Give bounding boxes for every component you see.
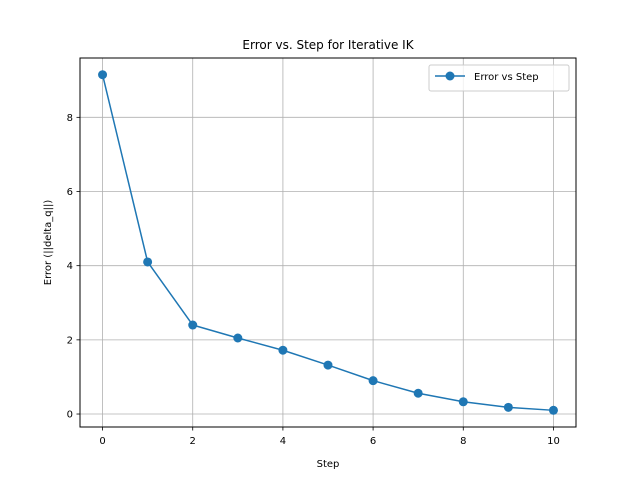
- data-point: [548, 405, 558, 415]
- x-tick-label: 8: [460, 436, 466, 447]
- data-point: [368, 376, 378, 386]
- data-point: [413, 388, 423, 398]
- x-tick-label: 4: [280, 436, 286, 447]
- x-tick-label: 6: [370, 436, 376, 447]
- data-point: [503, 402, 513, 412]
- data-point: [188, 320, 198, 330]
- y-tick-label: 0: [67, 410, 73, 421]
- data-point: [278, 345, 288, 355]
- x-tick-label: 0: [99, 436, 105, 447]
- axis-ticks: 0 2 4 6 8 10 0 2 4 6 8: [67, 113, 560, 447]
- x-tick-label: 2: [190, 436, 196, 447]
- data-point: [323, 360, 333, 370]
- legend-label: Error vs Step: [474, 72, 539, 83]
- y-axis-label: Error (||delta_q||): [43, 200, 54, 286]
- plot-frame: [79, 57, 577, 428]
- data-point: [233, 333, 243, 343]
- legend: Error vs Step: [428, 64, 570, 92]
- x-tick-label: 10: [547, 436, 560, 447]
- data-point: [98, 70, 108, 80]
- series-layer: [98, 70, 558, 415]
- grid-lines: [80, 58, 576, 427]
- y-tick-label: 2: [67, 335, 73, 346]
- y-tick-label: 4: [67, 261, 73, 272]
- chart-title: Error vs. Step for Iterative IK: [242, 38, 414, 52]
- plot-area: [80, 58, 576, 427]
- y-tick-label: 6: [67, 187, 73, 198]
- data-point: [458, 397, 468, 407]
- legend-marker-icon: [445, 71, 455, 81]
- data-point: [143, 257, 153, 267]
- y-tick-label: 8: [67, 113, 73, 124]
- legend-box: [428, 64, 570, 92]
- x-axis-label: Step: [317, 459, 340, 470]
